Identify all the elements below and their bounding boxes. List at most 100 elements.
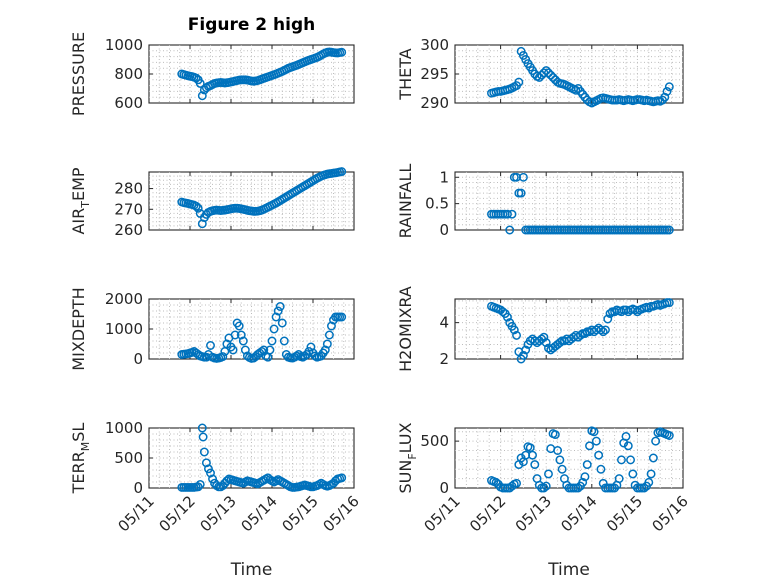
data-point [644,477,654,487]
y-tick-label: 1000 [105,36,143,54]
data-point [541,338,551,348]
data-point [322,339,332,349]
data-point [498,307,508,317]
data-point [208,474,218,484]
data-point [271,312,281,322]
x-tick-label: 05/16 [320,492,363,535]
data-point [509,325,519,335]
panel-8: 0 500 05/11 05/12 05/13 05/14 05/15 05/16 SUNFLU… [396,422,692,580]
data-point [575,330,585,340]
data-point [557,464,567,474]
y-axis-label-main: AIR [69,208,88,235]
x-tick-label: 05/11 [421,492,464,535]
data-point [337,47,347,57]
data-point [327,321,336,331]
data-point [603,314,613,324]
y-axis-label: H2OMIXRA [396,286,415,372]
x-tick-label: 05/13 [197,492,240,535]
data-point [571,85,581,95]
data-point [591,436,601,446]
data-point [505,225,515,235]
y-axis-label-main: THETA [396,48,415,100]
panel-4: 0 0.5 1 RAINFALL [396,164,684,239]
data-point [240,345,250,355]
y-tick-label: 1000 [105,320,143,338]
data-point [206,341,215,350]
panel-3: 260 270 280 AIRTEMP [69,167,355,239]
data-point [279,336,289,346]
data-point [228,345,238,355]
data-point [651,436,661,446]
data-point [204,464,213,474]
data-point [292,351,302,361]
y-tick-label: 500 [114,449,143,467]
data-point [580,472,590,482]
data-point [598,327,608,337]
data-point [337,167,347,177]
data-point [582,460,592,470]
y-axis-label: MIXDEPTH [69,287,88,370]
data-point [664,225,674,235]
y-tick-label: 1 [439,168,449,186]
data-point [191,201,201,211]
data-point [337,312,347,322]
data-point [632,307,642,317]
data-point [616,455,626,465]
data-point [518,172,528,182]
data-point [337,473,347,483]
y-tick-label: 295 [420,65,449,83]
data-point [502,312,512,322]
data-point [530,460,540,470]
data-point [550,430,560,440]
data-point [594,450,604,460]
data-point [222,476,232,486]
data-point [521,345,531,355]
data-point [541,66,551,75]
data-point [528,450,537,460]
y-axis-label-main: PRESSURE [69,32,88,116]
y-tick-label: 280 [114,180,143,198]
x-tick-label: 05/12 [156,492,199,535]
y-tick-label: 500 [420,432,449,450]
y-tick-label: 0.5 [425,195,449,213]
data-point [660,92,670,102]
data-point [664,82,674,92]
x-tick-label: 05/16 [649,492,692,535]
y-tick-label: 4 [439,314,449,332]
y-tick-label: 2000 [105,290,143,308]
x-tick-label: 05/12 [466,492,509,535]
data-point [628,469,638,479]
data-point [507,209,517,219]
data-point [512,478,522,488]
y-tick-label: 600 [114,94,143,112]
y-axis-label-subscript: F [406,453,419,459]
data-point [320,345,330,355]
panel-2: 290 295 300 THETA [396,36,684,112]
data-point [269,324,279,334]
data-point [614,474,624,484]
y-axis-label: PRESSURE [69,32,88,116]
x-tick-label: 05/14 [557,492,600,535]
data-point [234,321,244,331]
data-point [195,78,205,88]
data-point [507,481,517,491]
data-point [491,477,501,487]
y-axis-label-main: SUN [396,460,415,494]
y-axis-label-main: H2OMIXRA [396,286,415,372]
y-tick-label: 0 [439,479,449,497]
y-tick-label: 0 [439,221,449,239]
data-point [544,68,553,78]
y-tick-label: 0 [133,350,143,368]
data-point [275,302,285,311]
data-point [589,427,599,437]
data-point [664,431,674,440]
data-point [623,441,633,451]
data-point [539,483,549,493]
data-point [201,458,211,468]
data-point [265,345,275,355]
data-point [639,483,649,493]
y-axis-label-tail: EMP [69,167,88,201]
y-axis-label-subscript: M [79,442,92,452]
data-point [664,298,674,308]
y-tick-label: 260 [114,221,143,239]
